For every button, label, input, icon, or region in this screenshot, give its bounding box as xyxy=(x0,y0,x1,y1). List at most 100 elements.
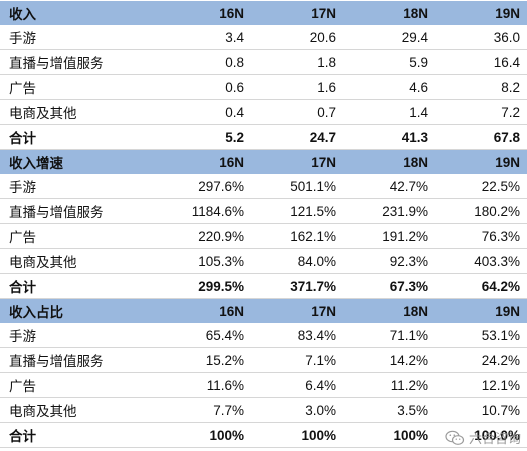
cell-value: 1.6 xyxy=(250,74,342,100)
cell-value: 53.1% xyxy=(434,323,527,348)
cell-value: 1.4 xyxy=(342,99,434,125)
total-value: 100% xyxy=(250,422,342,448)
section-header-growth: 收入增速 16N 17N 18N 19N xyxy=(0,149,527,174)
table-row: 广告 11.6% 6.4% 11.2% 12.1% xyxy=(0,372,527,398)
cell-value: 7.7% xyxy=(158,397,250,423)
total-value: 299.5% xyxy=(158,273,250,299)
row-label: 手游 xyxy=(0,25,158,50)
cell-value: 6.4% xyxy=(250,372,342,398)
section-header-share: 收入占比 16N 17N 18N 19N xyxy=(0,298,527,323)
total-value: 371.7% xyxy=(250,273,342,299)
cell-value: 231.9% xyxy=(342,198,434,224)
row-label: 电商及其他 xyxy=(0,248,158,274)
column-header: 19N xyxy=(434,0,527,25)
cell-value: 162.1% xyxy=(250,223,342,249)
column-header: 17N xyxy=(250,149,342,174)
row-label: 广告 xyxy=(0,223,158,249)
total-row: 合计 5.2 24.7 41.3 67.8 xyxy=(0,124,527,150)
total-value: 100.0% xyxy=(434,422,527,448)
cell-value: 3.5% xyxy=(342,397,434,423)
column-header: 16N xyxy=(158,149,250,174)
cell-value: 36.0 xyxy=(434,25,527,50)
table-row: 手游 3.4 20.6 29.4 36.0 xyxy=(0,25,527,50)
total-value: 67.3% xyxy=(342,273,434,299)
section-title: 收入增速 xyxy=(0,149,158,174)
column-header: 18N xyxy=(342,149,434,174)
total-label: 合计 xyxy=(0,422,158,448)
cell-value: 76.3% xyxy=(434,223,527,249)
cell-value: 105.3% xyxy=(158,248,250,274)
column-header: 18N xyxy=(342,298,434,323)
cell-value: 191.2% xyxy=(342,223,434,249)
cell-value: 501.1% xyxy=(250,174,342,199)
row-label: 广告 xyxy=(0,74,158,100)
cell-value: 15.2% xyxy=(158,347,250,373)
cell-value: 29.4 xyxy=(342,25,434,50)
cell-value: 220.9% xyxy=(158,223,250,249)
table-row: 手游 297.6% 501.1% 42.7% 22.5% xyxy=(0,174,527,199)
table-row: 电商及其他 0.4 0.7 1.4 7.2 xyxy=(0,99,527,125)
total-value: 64.2% xyxy=(434,273,527,299)
row-label: 手游 xyxy=(0,174,158,199)
cell-value: 83.4% xyxy=(250,323,342,348)
table-row: 电商及其他 105.3% 84.0% 92.3% 403.3% xyxy=(0,248,527,274)
cell-value: 1.8 xyxy=(250,49,342,75)
cell-value: 16.4 xyxy=(434,49,527,75)
cell-value: 0.8 xyxy=(158,49,250,75)
row-label: 电商及其他 xyxy=(0,397,158,423)
cell-value: 7.1% xyxy=(250,347,342,373)
row-label: 手游 xyxy=(0,323,158,348)
cell-value: 22.5% xyxy=(434,174,527,199)
total-row: 合计 100% 100% 100% 100.0% xyxy=(0,422,527,448)
total-label: 合计 xyxy=(0,124,158,150)
cell-value: 92.3% xyxy=(342,248,434,274)
row-label: 直播与增值服务 xyxy=(0,198,158,224)
table-row: 手游 65.4% 83.4% 71.1% 53.1% xyxy=(0,323,527,348)
cell-value: 5.9 xyxy=(342,49,434,75)
section-title: 收入 xyxy=(0,0,158,25)
column-header: 19N xyxy=(434,149,527,174)
cell-value: 42.7% xyxy=(342,174,434,199)
total-value: 100% xyxy=(158,422,250,448)
column-header: 17N xyxy=(250,298,342,323)
table-row: 直播与增值服务 15.2% 7.1% 14.2% 24.2% xyxy=(0,347,527,373)
row-label: 直播与增值服务 xyxy=(0,347,158,373)
total-label: 合计 xyxy=(0,273,158,299)
total-value: 100% xyxy=(342,422,434,448)
cell-value: 10.7% xyxy=(434,397,527,423)
table-row: 电商及其他 7.7% 3.0% 3.5% 10.7% xyxy=(0,397,527,423)
cell-value: 65.4% xyxy=(158,323,250,348)
cell-value: 0.7 xyxy=(250,99,342,125)
cell-value: 4.6 xyxy=(342,74,434,100)
cell-value: 11.2% xyxy=(342,372,434,398)
section-header-revenue: 收入 16N 17N 18N 19N xyxy=(0,0,527,25)
row-label: 直播与增值服务 xyxy=(0,49,158,75)
cell-value: 11.6% xyxy=(158,372,250,398)
cell-value: 1184.6% xyxy=(158,198,250,224)
cell-value: 180.2% xyxy=(434,198,527,224)
total-value: 41.3 xyxy=(342,124,434,150)
cell-value: 24.2% xyxy=(434,347,527,373)
cell-value: 403.3% xyxy=(434,248,527,274)
column-header: 16N xyxy=(158,0,250,25)
wechat-icon xyxy=(445,430,465,446)
table-row: 广告 220.9% 162.1% 191.2% 76.3% xyxy=(0,223,527,249)
cell-value: 84.0% xyxy=(250,248,342,274)
total-row: 合计 299.5% 371.7% 67.3% 64.2% xyxy=(0,273,527,299)
watermark-text: 六合咨询 xyxy=(468,431,521,446)
total-value: 5.2 xyxy=(158,124,250,150)
cell-value: 0.6 xyxy=(158,74,250,100)
total-value: 24.7 xyxy=(250,124,342,150)
cell-value: 12.1% xyxy=(434,372,527,398)
watermark: 六合咨询 xyxy=(445,428,521,447)
cell-value: 14.2% xyxy=(342,347,434,373)
cell-value: 121.5% xyxy=(250,198,342,224)
section-title: 收入占比 xyxy=(0,298,158,323)
cell-value: 20.6 xyxy=(250,25,342,50)
row-label: 电商及其他 xyxy=(0,99,158,125)
column-header: 17N xyxy=(250,0,342,25)
cell-value: 71.1% xyxy=(342,323,434,348)
cell-value: 3.0% xyxy=(250,397,342,423)
column-header: 16N xyxy=(158,298,250,323)
